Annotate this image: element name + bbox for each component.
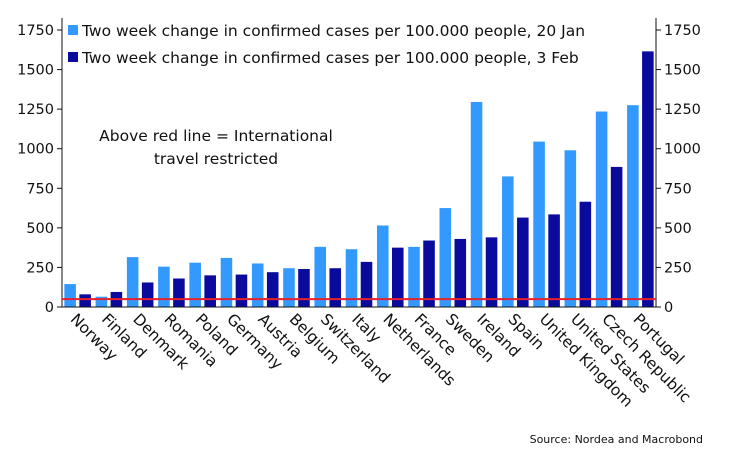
bar-3-feb [235, 274, 248, 307]
bar-3-feb [517, 217, 529, 307]
bar-20-jan [64, 284, 76, 307]
right-tick-label: 1000 [664, 142, 701, 158]
bar-3-feb [298, 269, 310, 307]
bar-3-feb [173, 278, 185, 307]
left-y-axis: 0 250 500 750 1000 1250 1500 1750 [17, 18, 63, 316]
legend-label-3-feb: Two week change in confirmed cases per 1… [81, 49, 579, 67]
bar-20-jan [376, 225, 389, 307]
bar-3-feb [642, 51, 654, 307]
right-tick-label: 250 [664, 260, 692, 276]
bar-3-feb [485, 237, 498, 307]
bar-20-jan [533, 141, 545, 307]
bar-20-jan [158, 266, 170, 307]
bar-20-jan [95, 296, 108, 307]
bar-3-feb [204, 275, 216, 307]
bar-20-jan [220, 257, 233, 307]
left-tick-label: 500 [26, 221, 54, 237]
bar-3-feb [423, 240, 435, 307]
legend-label-20-jan: Two week change in confirmed cases per 1… [81, 22, 585, 40]
right-tick-label: 500 [664, 221, 692, 237]
left-tick-label: 1500 [17, 63, 54, 79]
bar-3-feb [141, 282, 154, 307]
left-tick-label: 1750 [17, 23, 54, 39]
right-tick-label: 1750 [664, 23, 701, 39]
left-tick-label: 0 [45, 300, 54, 316]
bar-20-jan [314, 246, 327, 307]
right-tick-label: 1250 [664, 102, 701, 118]
bar-20-jan [408, 246, 420, 307]
bar-20-jan [627, 105, 639, 307]
right-tick-label: 1500 [664, 63, 701, 79]
legend-swatch-3-feb [68, 52, 78, 62]
category-labels: NorwayFinlandDenmarkRomaniaPolandGermany… [67, 310, 695, 411]
bar-20-jan [502, 176, 514, 307]
bar-3-feb [360, 261, 373, 307]
bar-20-jan [126, 257, 139, 307]
annotation-line-2: travel restricted [154, 150, 278, 168]
bars [64, 51, 654, 308]
bar-3-feb [329, 268, 342, 307]
right-tick-label: 750 [664, 181, 692, 197]
bar-3-feb [610, 166, 623, 307]
annotation-line-1: Above red line = International [99, 127, 333, 145]
bar-3-feb [454, 238, 467, 307]
bar-20-jan [595, 111, 608, 307]
source-note: Source: Nordea and Macrobond [530, 433, 703, 446]
bar-20-jan [470, 102, 483, 308]
left-tick-label: 1250 [17, 102, 54, 118]
left-tick-label: 1000 [17, 142, 54, 158]
bar-3-feb [266, 272, 279, 307]
legend: Two week change in confirmed cases per 1… [68, 22, 585, 67]
bar-3-feb [391, 247, 404, 307]
bar-20-jan [251, 263, 264, 307]
bar-3-feb [548, 214, 560, 307]
bar-3-feb [79, 294, 91, 307]
bar-20-jan [283, 268, 295, 307]
bar-20-jan [564, 150, 577, 307]
right-tick-label: 0 [664, 300, 673, 316]
bar-20-jan [189, 262, 201, 307]
bar-20-jan [439, 208, 452, 307]
bar-20-jan [345, 249, 358, 307]
legend-swatch-20-jan [68, 25, 78, 35]
bar-3-feb [579, 201, 592, 307]
annotation: Above red line = International travel re… [99, 127, 333, 168]
right-y-axis: 0 250 500 750 1000 1250 1500 1750 [655, 18, 701, 316]
left-tick-label: 250 [26, 260, 54, 276]
left-tick-label: 750 [26, 181, 54, 197]
